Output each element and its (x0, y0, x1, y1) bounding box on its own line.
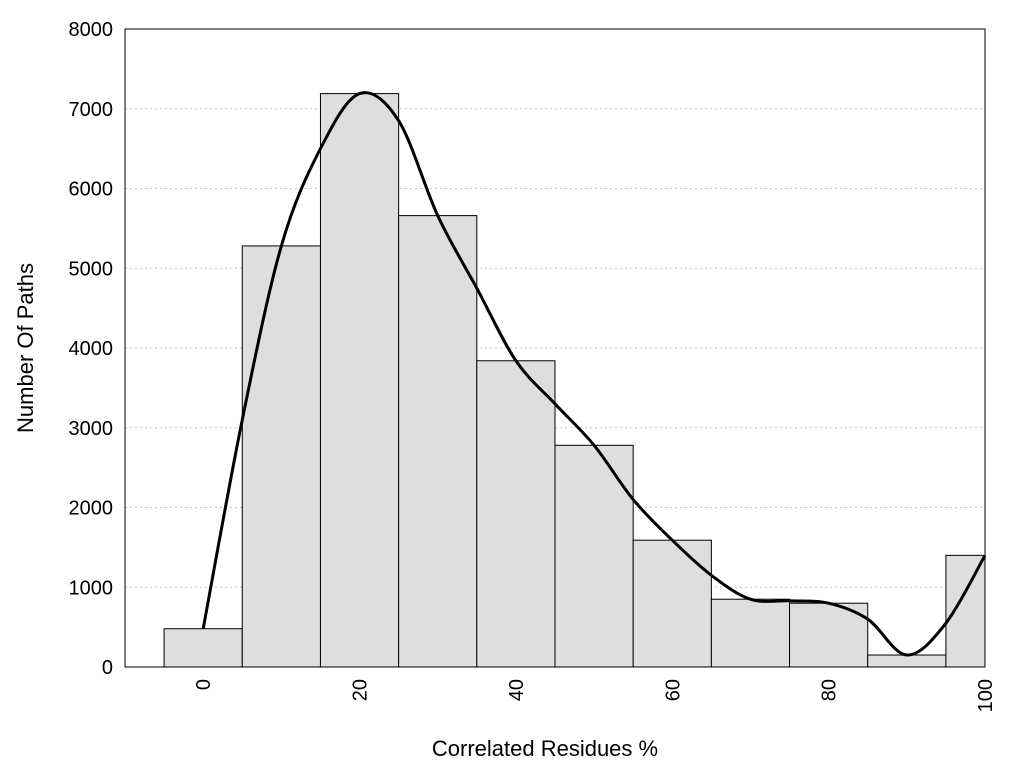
x-axis-label: Correlated Residues % (432, 736, 658, 761)
x-tick-label: 60 (662, 679, 684, 701)
x-tick-label: 0 (193, 679, 215, 690)
y-tick-label: 7000 (69, 99, 114, 121)
y-tick-label: 3000 (69, 418, 114, 440)
bar (241, 245, 321, 668)
bar (632, 539, 712, 668)
bar (163, 628, 243, 668)
bar (789, 602, 869, 668)
y-axis-ticks: 0 1000 2000 3000 4000 5000 6000 7000 8000 (69, 19, 114, 679)
bar (398, 215, 478, 668)
y-tick-label: 8000 (69, 19, 114, 41)
bars-group (163, 93, 986, 668)
x-axis-ticks: 0 20 40 60 80 100 (193, 679, 997, 712)
plot-frame (124, 28, 986, 668)
y-tick-label: 1000 (69, 577, 114, 599)
x-tick-label: 20 (350, 679, 372, 701)
smooth-curve (201, 91, 987, 657)
bar (554, 444, 634, 668)
bar (867, 654, 947, 668)
bar (476, 360, 556, 668)
y-tick-label: 4000 (69, 338, 114, 360)
x-tick-label: 80 (819, 679, 841, 701)
y-tick-label: 0 (102, 657, 113, 679)
bar (945, 554, 986, 668)
x-tick-label: 100 (975, 679, 997, 712)
x-tick-label: 40 (506, 679, 528, 701)
bar (710, 598, 791, 668)
bar (319, 93, 400, 668)
y-axis-label: Number Of Paths (13, 263, 38, 433)
y-tick-label: 6000 (69, 179, 114, 201)
y-tick-label: 2000 (69, 498, 114, 520)
y-tick-label: 5000 (69, 258, 114, 280)
